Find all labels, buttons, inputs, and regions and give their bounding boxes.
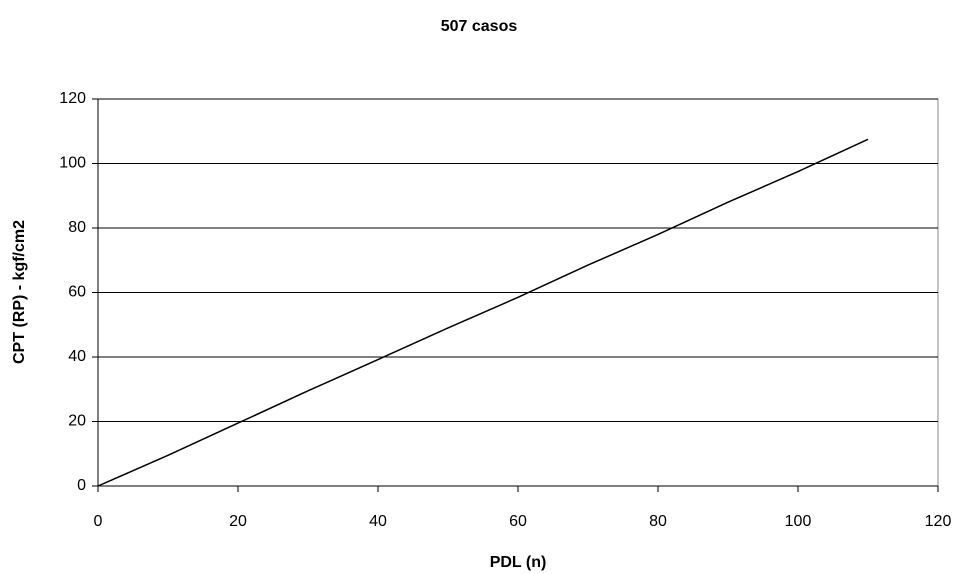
x-tick-label: 20 — [229, 513, 247, 530]
y-tick-label: 20 — [68, 413, 86, 430]
y-tick-label: 40 — [68, 348, 86, 365]
x-tick-label: 60 — [509, 513, 527, 530]
y-tick-label: 80 — [68, 219, 86, 236]
y-tick-label: 0 — [77, 477, 86, 494]
y-axis-label: CPT (RP) - kgf/cm2 — [11, 220, 28, 364]
x-axis-label: PDL (n) — [490, 554, 547, 571]
x-tick-label: 80 — [649, 513, 667, 530]
y-tick-label: 100 — [59, 155, 86, 172]
x-tick-label: 40 — [369, 513, 387, 530]
y-tick-label: 60 — [68, 284, 86, 301]
x-tick-label: 100 — [785, 513, 812, 530]
data-line — [97, 138, 869, 487]
x-tick-label: 120 — [925, 513, 952, 530]
y-tick-label: 120 — [59, 90, 86, 107]
chart-title: 507 casos — [441, 18, 518, 35]
x-tick-label: 0 — [94, 513, 103, 530]
